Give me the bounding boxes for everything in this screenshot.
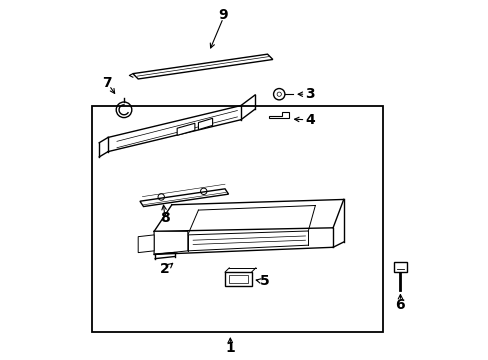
Bar xyxy=(228,275,247,283)
Text: 3: 3 xyxy=(305,87,314,101)
Bar xyxy=(393,262,406,272)
Polygon shape xyxy=(198,118,212,130)
Polygon shape xyxy=(133,54,272,79)
Polygon shape xyxy=(177,123,195,135)
Text: 5: 5 xyxy=(260,274,269,288)
Text: 2: 2 xyxy=(160,262,169,276)
Text: 9: 9 xyxy=(218,8,227,22)
Bar xyxy=(92,105,382,332)
Polygon shape xyxy=(154,231,187,255)
Text: 6: 6 xyxy=(395,298,405,312)
Text: 7: 7 xyxy=(102,76,112,90)
Polygon shape xyxy=(269,112,288,118)
Text: 8: 8 xyxy=(160,211,169,225)
Bar xyxy=(224,272,251,286)
Polygon shape xyxy=(138,235,154,253)
Polygon shape xyxy=(140,189,228,207)
Text: 4: 4 xyxy=(305,113,314,127)
Text: 1: 1 xyxy=(225,341,235,355)
